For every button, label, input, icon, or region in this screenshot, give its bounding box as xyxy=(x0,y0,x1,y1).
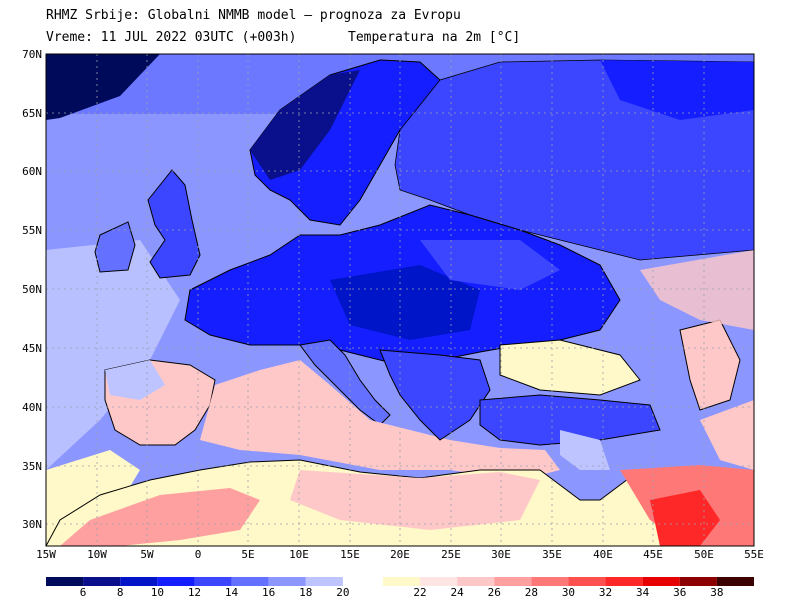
lon-label: 10W xyxy=(87,548,107,561)
lon-label: 50E xyxy=(694,548,714,561)
colorbar-swatch xyxy=(194,577,232,586)
balkans xyxy=(379,349,491,441)
colorbar-label: 22 xyxy=(413,586,427,599)
colorbar-swatch xyxy=(716,577,754,586)
colorbar-swatch xyxy=(157,577,195,586)
colorbar-swatch xyxy=(305,577,343,586)
colorbar-swatch xyxy=(494,577,532,586)
variable-label: Temperatura na 2m [°C] xyxy=(348,30,521,45)
colorbar-swatch xyxy=(268,577,306,586)
black-sea xyxy=(499,339,641,396)
lon-label: 10E xyxy=(289,548,309,561)
colorbar-swatch xyxy=(120,577,158,586)
lon-label: 15W xyxy=(36,548,56,561)
colorbar-swatch xyxy=(457,577,495,586)
colorbar-label: 38 xyxy=(710,586,724,599)
lat-label: 70N xyxy=(22,48,42,61)
map-frame xyxy=(45,53,755,547)
lat-label: 50N xyxy=(22,283,42,296)
colorbar-swatch xyxy=(83,577,121,586)
map-title: RHMZ Srbije: Globalni NMMB model — progn… xyxy=(46,8,461,23)
ireland xyxy=(94,221,136,273)
lon-label: 5W xyxy=(140,548,154,561)
colorbar-swatch xyxy=(231,577,269,586)
colorbar-label: 24 xyxy=(450,586,464,599)
colorbar-label: 16 xyxy=(262,586,276,599)
colorbar-label: 32 xyxy=(598,586,613,599)
colorbar-label: 20 xyxy=(336,586,350,599)
lon-label: 15E xyxy=(340,548,360,561)
lat-label: 30N xyxy=(22,518,42,531)
lon-label: 5E xyxy=(241,548,255,561)
colorbar-swatch xyxy=(531,577,569,586)
lon-label: 45E xyxy=(643,548,663,561)
graticule xyxy=(46,54,754,546)
colorbar-label: 18 xyxy=(299,586,313,599)
lon-label: 35E xyxy=(542,548,562,561)
colorbar-label: 8 xyxy=(116,586,124,599)
lat-label: 60N xyxy=(22,165,42,178)
colorbar-label: 14 xyxy=(224,586,239,599)
great-britain xyxy=(147,169,201,279)
colorbar-swatch xyxy=(679,577,717,586)
forecast-time: Vreme: 11 JUL 2022 03UTC (+003h) xyxy=(46,30,297,45)
lat-label: 55N xyxy=(22,224,42,237)
lon-label: 30E xyxy=(491,548,511,561)
lon-label: 40E xyxy=(593,548,613,561)
lat-label: 65N xyxy=(22,107,42,120)
lon-label: 55E xyxy=(744,548,764,561)
italy xyxy=(299,339,391,426)
colorbar-label: 10 xyxy=(150,586,164,599)
lat-label: 35N xyxy=(22,460,42,473)
lat-label: 45N xyxy=(22,342,42,355)
mediterranean-sea xyxy=(200,360,560,480)
colorbar-swatch xyxy=(46,577,84,586)
colorbar-label: 36 xyxy=(673,586,687,599)
colorbar-swatch xyxy=(420,577,458,586)
colorbar-label: 12 xyxy=(187,586,202,599)
colorbar-label: 34 xyxy=(636,586,650,599)
colorbar-swatch xyxy=(605,577,643,586)
colorbar-label: 26 xyxy=(487,586,501,599)
lon-label: 25E xyxy=(441,548,461,561)
colorbar-label: 30 xyxy=(561,586,576,599)
colorbar-swatch xyxy=(568,577,606,586)
colorbar-label: 28 xyxy=(524,586,538,599)
colorbar-label: 6 xyxy=(79,586,87,599)
turkey xyxy=(479,394,661,446)
lon-label: 20E xyxy=(390,548,410,561)
cold-patch-nw xyxy=(46,54,160,120)
lat-label: 40N xyxy=(22,401,42,414)
lon-label: 0 xyxy=(194,548,202,561)
colorbar-swatch xyxy=(382,577,420,586)
colorbar xyxy=(46,577,754,586)
colorbar-swatch xyxy=(642,577,680,586)
